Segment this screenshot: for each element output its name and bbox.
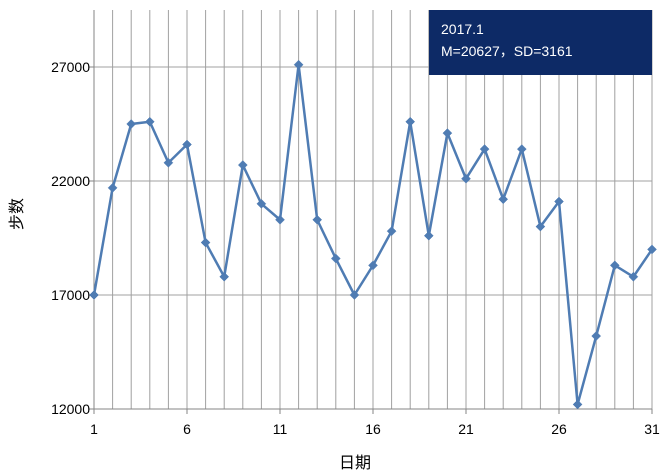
annotation-period: 2017.1 [441,21,484,37]
data-point [572,399,583,410]
data-point [349,290,360,300]
data-point [368,260,378,271]
series [89,59,657,410]
annotation-box: 2017.1 M=20627，SD=3161 [429,10,652,75]
data-point [442,128,453,138]
data-point [107,182,118,193]
data-point [330,253,341,264]
data-point [163,157,174,168]
data-point [554,196,564,207]
data-point [200,237,211,248]
y-tick-label: 17000 [51,287,90,303]
data-point [461,173,471,184]
data-point [535,221,546,232]
data-point [89,290,99,300]
data-point [386,226,397,237]
x-tick-label: 31 [644,421,660,437]
y-tick-label: 12000 [51,401,90,417]
data-point [405,116,416,127]
annotation-stats: M=20627，SD=3161 [441,43,573,59]
y-tick-label: 27000 [51,59,90,75]
data-point [219,271,230,282]
data-point [498,194,509,205]
data-point [479,144,490,154]
data-point [423,230,434,241]
x-tick-label: 21 [458,421,474,437]
x-tick-label: 26 [551,421,567,437]
data-point [256,198,267,209]
x-tick-label: 1 [90,421,98,437]
x-tick-label: 6 [183,421,191,437]
x-tick-label: 16 [365,421,381,437]
data-point [516,144,527,154]
data-point [275,214,285,225]
data-point [312,214,323,225]
y-axis-title: 步数 [7,198,26,230]
data-point [293,59,304,70]
data-point [144,116,155,127]
data-point [647,244,657,255]
data-point [628,271,639,282]
annotation-background [429,10,652,75]
y-tick-label: 22000 [51,173,90,189]
data-point [126,119,137,129]
data-point [609,260,620,271]
data-point [182,139,192,150]
x-axis-title: 日期 [339,453,371,472]
axes [89,10,653,414]
data-point [237,160,248,170]
x-tick-label: 11 [273,421,288,437]
data-point [591,331,602,341]
